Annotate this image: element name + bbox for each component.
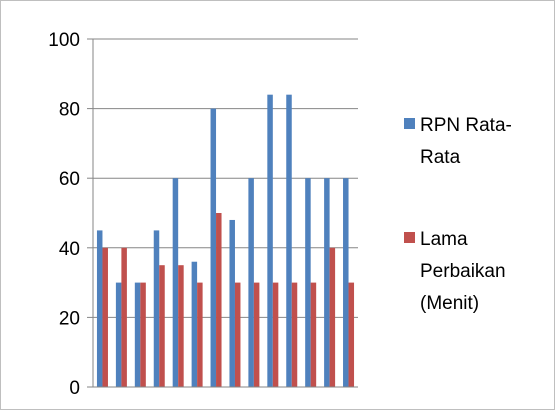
legend-label-rpn: RPN Rata- [420, 115, 512, 136]
bar-rpn-6 [191, 261, 198, 387]
bar-rpn-2 [115, 282, 122, 387]
bar-lama-perbaikan-7 [216, 213, 222, 387]
bar-lama-perbaikan-4 [159, 265, 165, 387]
y-tick-label: 40 [59, 239, 80, 260]
bar-rpn-9 [248, 178, 254, 387]
legend-label-lama-perbaikan: (Menit) [420, 293, 479, 314]
y-tick-label: 20 [59, 308, 80, 329]
bar-rpn-7 [210, 108, 217, 387]
legend-label-lama-perbaikan: Lama [420, 229, 468, 250]
legend-swatch-rpn [404, 118, 415, 129]
bar-rpn-10 [267, 94, 273, 388]
gridlines [93, 38, 358, 318]
bar-lama-perbaikan-6 [197, 282, 203, 387]
y-axis-tick-labels: 0 20 40 60 80 100 [48, 30, 80, 399]
bar-rpn-12 [305, 178, 311, 387]
bar-rpn-1 [96, 230, 103, 387]
bar-rpn-14 [343, 178, 349, 387]
bar-lama-perbaikan-3 [140, 282, 146, 387]
bar-rpn-4 [153, 230, 160, 387]
legend-label-rpn: Rata [420, 147, 461, 168]
y-tick-label: 80 [59, 100, 80, 121]
y-tick-label: 60 [59, 169, 80, 190]
bar-rpn-3 [134, 282, 141, 387]
bar-rpn-5 [172, 178, 179, 387]
bar-lama-perbaikan-2 [121, 247, 127, 387]
bar-lama-perbaikan-1 [102, 247, 108, 387]
bar-lama-perbaikan-5 [178, 265, 184, 387]
bar-lama-perbaikan-12 [310, 282, 317, 387]
bar-rpn-8 [229, 219, 235, 387]
bar-lama-perbaikan-13 [329, 247, 336, 387]
bars [96, 94, 355, 388]
bar-lama-perbaikan-14 [348, 282, 355, 387]
bar-rpn-11 [286, 94, 292, 388]
bar-lama-perbaikan-8 [234, 282, 241, 387]
legend: RPN Rata- Rata Lama Perbaikan (Menit) [404, 115, 512, 314]
bar-lama-perbaikan-10 [272, 282, 279, 387]
axes [87, 38, 358, 388]
y-tick-label: 0 [69, 378, 80, 399]
bar-lama-perbaikan-11 [291, 282, 298, 387]
legend-label-lama-perbaikan: Perbaikan [420, 261, 506, 282]
bar-rpn-13 [324, 178, 330, 387]
legend-swatch-lama-perbaikan [404, 232, 415, 243]
y-tick-label: 100 [48, 30, 80, 51]
bar-lama-perbaikan-9 [253, 282, 260, 387]
